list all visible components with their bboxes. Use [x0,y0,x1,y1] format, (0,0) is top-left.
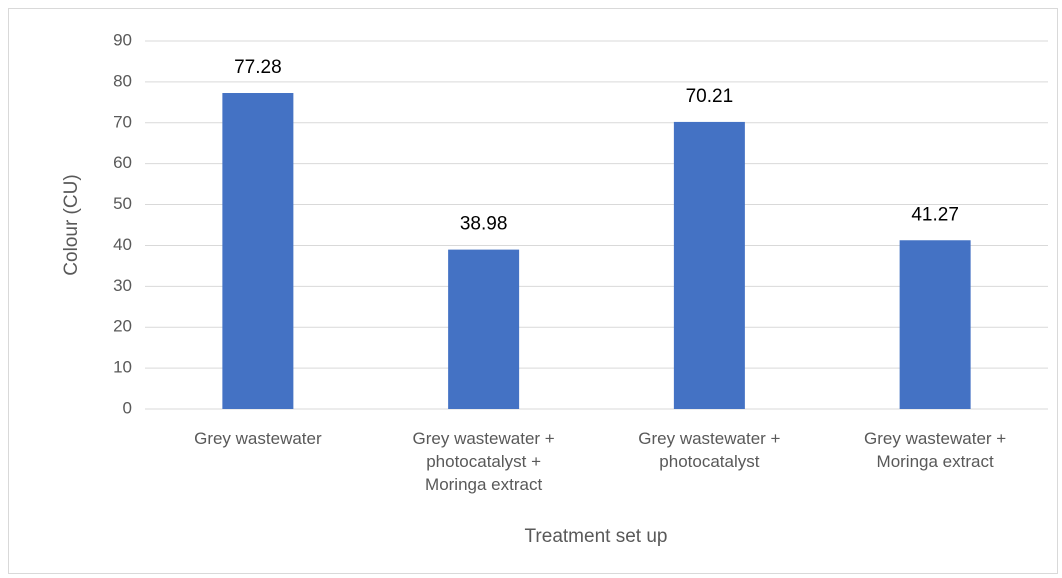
data-label: 77.28 [234,57,282,78]
y-tick-label: 10 [113,358,132,377]
bar [899,240,971,409]
y-tick-label: 60 [113,153,132,172]
y-axis-title: Colour (CU) [61,174,82,275]
y-tick-label: 90 [113,30,132,49]
x-tick-label: Grey wastewater + Moringa extract [864,429,1007,471]
y-tick-label: 70 [113,112,132,131]
bar [448,249,520,409]
bar [673,121,745,409]
data-label: 70.21 [686,86,734,107]
x-tick-label: Grey wastewater + photocatalyst + Moring… [412,429,555,494]
x-tick-label: Grey wastewater + photocatalyst [638,429,781,471]
y-tick-label: 30 [113,276,132,295]
y-tick-label: 80 [113,71,132,90]
data-label: 41.27 [911,204,959,225]
bar [222,93,294,409]
chart-border [8,8,1058,574]
x-tick-label: Grey wastewater [194,429,322,448]
x-axis-title: Treatment set up [525,526,668,547]
data-label: 38.98 [460,214,508,235]
y-tick-label: 40 [113,235,132,254]
y-tick-label: 20 [113,317,132,336]
y-tick-label: 50 [113,194,132,213]
y-tick-label: 0 [123,398,132,417]
